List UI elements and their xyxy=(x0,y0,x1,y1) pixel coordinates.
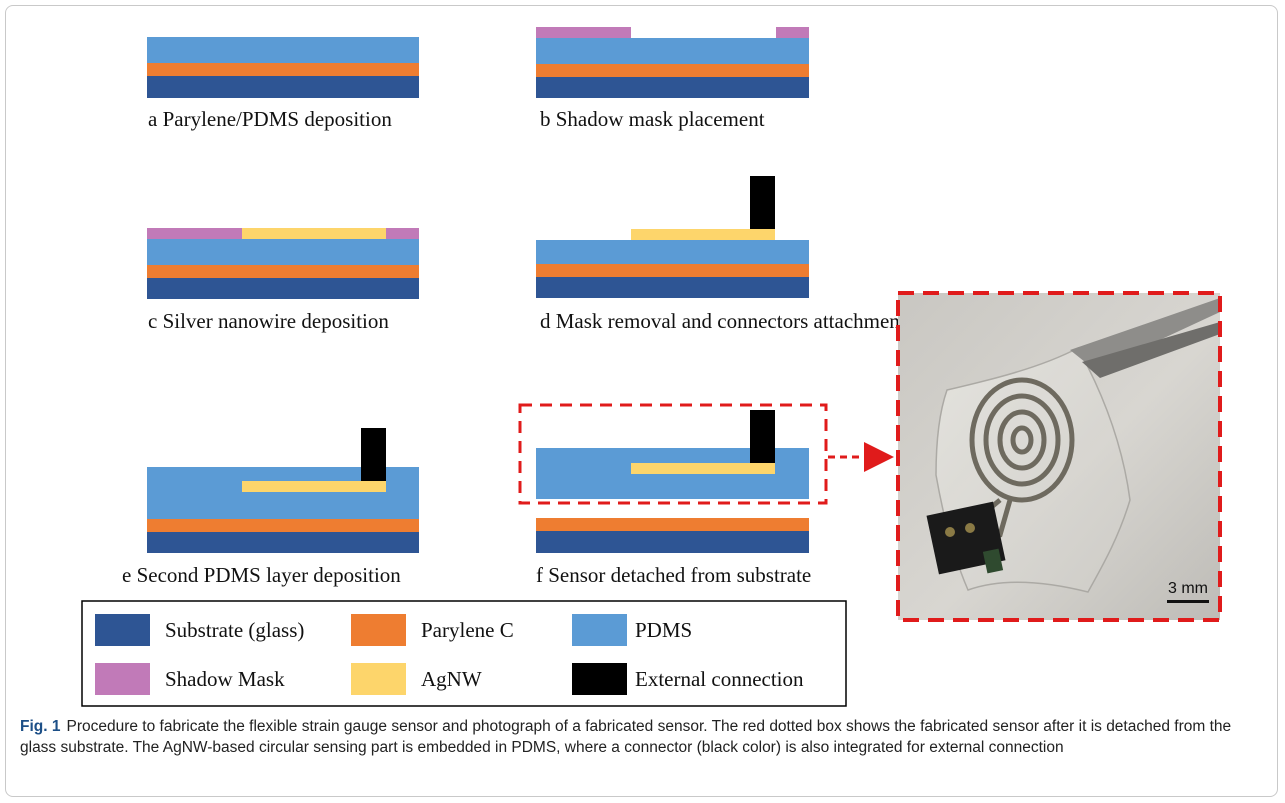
legend-swatch xyxy=(351,663,406,695)
legend-label: Shadow Mask xyxy=(165,667,285,691)
substrate-layer xyxy=(147,76,419,98)
legend-label: Substrate (glass) xyxy=(165,618,304,642)
shadow-mask-left xyxy=(147,228,242,239)
photo-red-dotted-border xyxy=(896,291,1222,622)
agnw-layer xyxy=(242,481,386,492)
caption-text: Procedure to fabricate the flexible stra… xyxy=(20,718,1232,756)
tweezer-icon xyxy=(1070,298,1220,370)
fabrication-figure: a Parylene/PDMS deposition b Shadow mask… xyxy=(81,27,1222,707)
legend-swatch xyxy=(351,614,406,646)
external-connector xyxy=(750,410,775,463)
legend-label: External connection xyxy=(635,667,804,691)
panel-d-caption: d Mask removal and connectors attachment xyxy=(540,309,906,333)
parylene-layer xyxy=(147,265,419,278)
legend-swatch xyxy=(572,663,627,695)
scale-bar-label: 3 mm xyxy=(1168,580,1208,597)
external-connector xyxy=(750,176,775,229)
legend-label: Parylene C xyxy=(421,618,514,642)
substrate-layer xyxy=(536,531,809,553)
substrate-layer xyxy=(147,278,419,299)
pdms-layer xyxy=(147,239,419,265)
figure-caption: Fig. 1 Procedure to fabricate the flexibl… xyxy=(20,716,1260,758)
agnw-layer xyxy=(242,228,386,239)
panel-c-caption: c Silver nanowire deposition xyxy=(148,309,389,333)
panel-c-diagram xyxy=(147,228,419,299)
panel-b-caption: b Shadow mask placement xyxy=(540,107,765,131)
legend-swatch xyxy=(95,614,150,646)
panel-a-diagram xyxy=(147,37,419,98)
panel-e-diagram xyxy=(147,428,419,553)
scale-bar xyxy=(1167,600,1209,603)
substrate-layer xyxy=(536,77,809,98)
legend-box xyxy=(81,600,847,707)
panel-e-caption: e Second PDMS layer deposition xyxy=(122,563,401,587)
figure-frame xyxy=(5,5,1278,797)
legend: Substrate (glass) Parylene C PDMS Shadow Ma… xyxy=(81,600,847,707)
shadow-mask-right xyxy=(386,228,419,239)
pdms-layer xyxy=(536,240,809,264)
panel-b-diagram xyxy=(536,27,809,98)
legend-label: AgNW xyxy=(421,667,482,691)
connector-icon xyxy=(926,501,1006,575)
legend-swatch xyxy=(572,614,627,646)
panel-f-diagram xyxy=(518,403,828,553)
parylene-layer xyxy=(536,518,809,531)
caption-label: Fig. 1 xyxy=(20,718,61,735)
pdms-layer xyxy=(147,37,419,63)
panel-a-caption: a Parylene/PDMS deposition xyxy=(148,107,392,131)
parylene-layer xyxy=(147,519,419,532)
external-connector xyxy=(361,428,386,481)
shadow-mask-right xyxy=(776,27,809,38)
pdms-layer xyxy=(536,38,809,64)
parylene-layer xyxy=(147,63,419,76)
parylene-layer xyxy=(536,264,809,277)
shadow-mask-left xyxy=(536,27,631,38)
substrate-layer xyxy=(536,277,809,298)
legend-label: PDMS xyxy=(635,618,692,642)
legend-swatch xyxy=(95,663,150,695)
panel-d-diagram xyxy=(536,176,809,298)
agnw-layer xyxy=(631,463,775,474)
panel-f-caption: f Sensor detached from substrate xyxy=(536,563,811,587)
parylene-layer xyxy=(536,64,809,77)
agnw-layer xyxy=(631,229,775,240)
substrate-layer xyxy=(147,532,419,553)
sensor-photograph: 3 mm xyxy=(896,291,1222,622)
